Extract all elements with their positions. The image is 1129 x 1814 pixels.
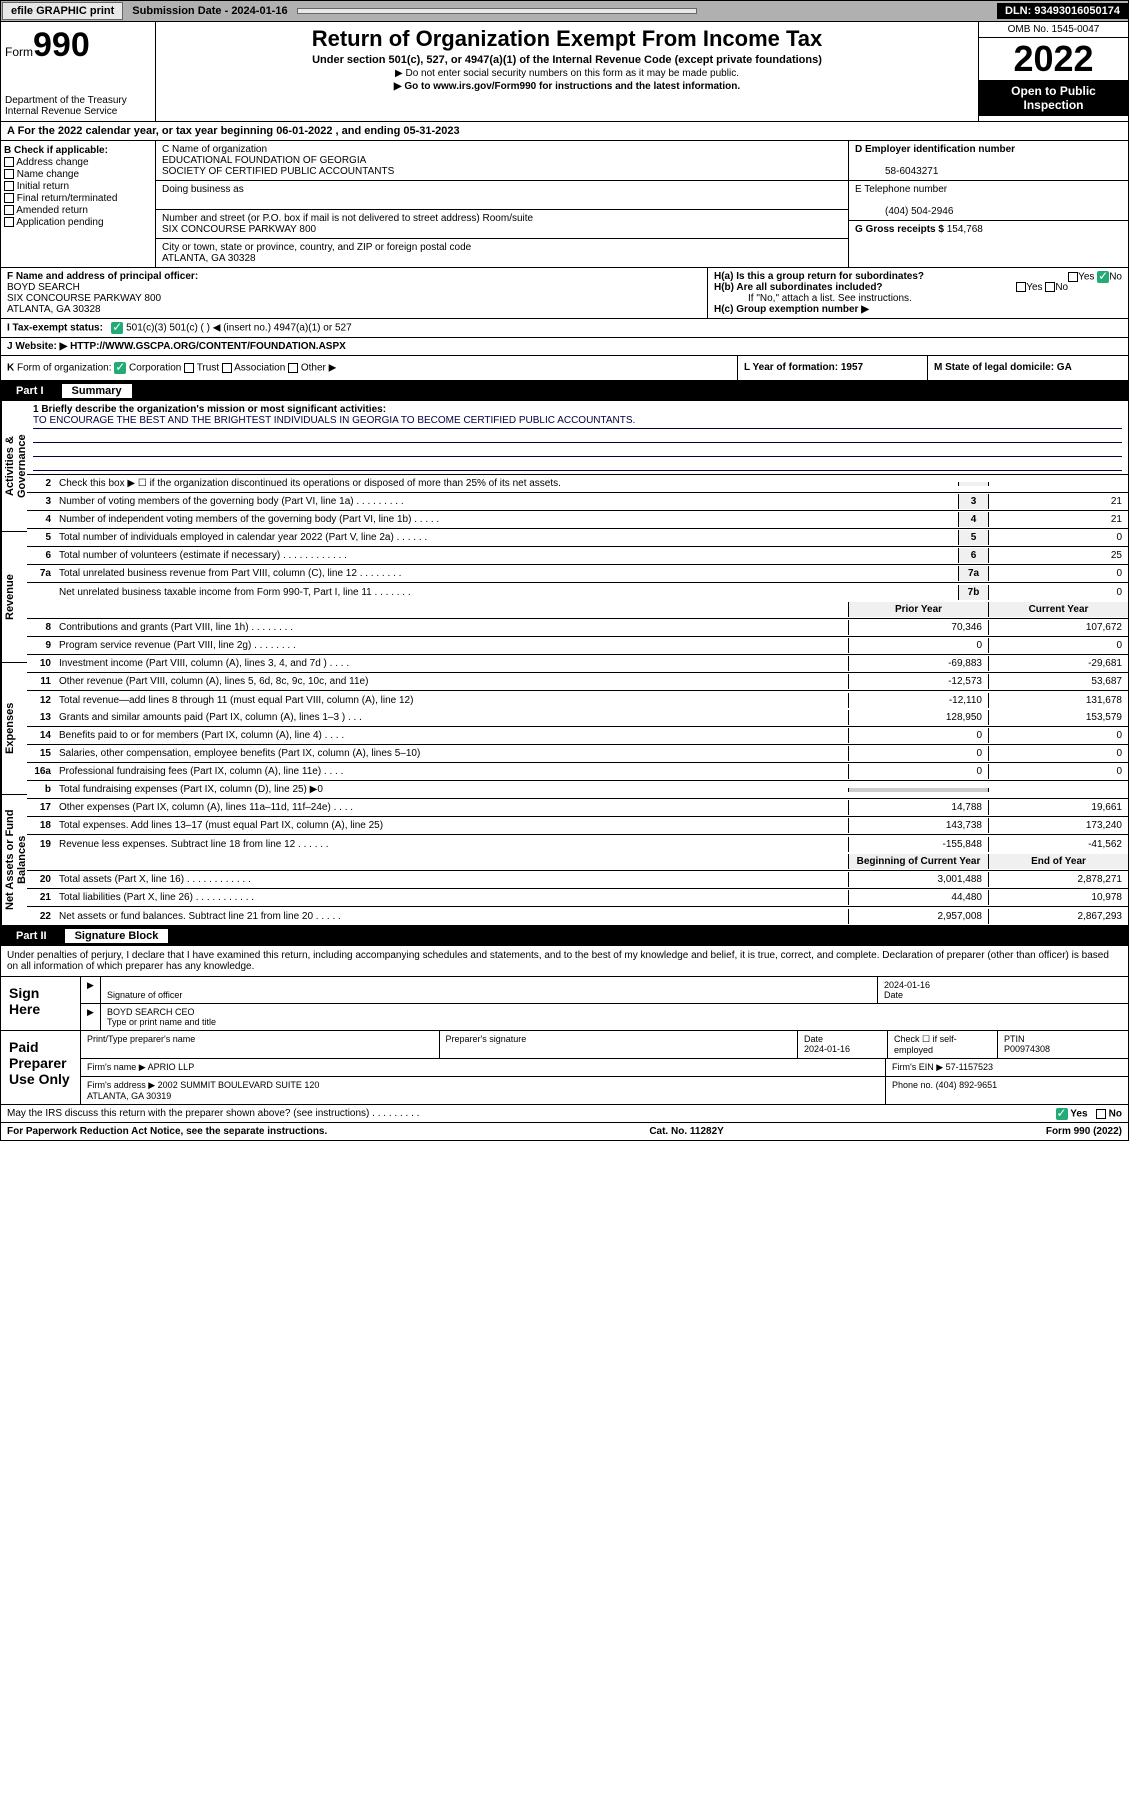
summary-row: 11Other revenue (Part VIII, column (A), … xyxy=(27,673,1128,691)
col-b: B Check if applicable: Address change Na… xyxy=(1,141,156,267)
part2-header: Part IISignature Block xyxy=(0,926,1129,946)
summary-row: 20Total assets (Part X, line 16) . . . .… xyxy=(27,871,1128,889)
col-h: H(a) Is this a group return for subordin… xyxy=(708,268,1128,318)
summary-row: 13Grants and similar amounts paid (Part … xyxy=(27,709,1128,727)
summary-row: 2Check this box ▶ ☐ if the organization … xyxy=(27,475,1128,493)
submission-date: Submission Date - 2024-01-16 xyxy=(124,3,295,19)
col-d: D Employer identification number58-60432… xyxy=(848,141,1128,267)
summary-table: Net Assets or Fund Balances Expenses Rev… xyxy=(0,401,1129,926)
top-bar: efile GRAPHIC print Submission Date - 20… xyxy=(0,0,1129,22)
col-c: C Name of organizationEDUCATIONAL FOUNDA… xyxy=(156,141,848,267)
paid-preparer-block: Paid Preparer Use Only Print/Type prepar… xyxy=(0,1031,1129,1105)
summary-row: 7aTotal unrelated business revenue from … xyxy=(27,565,1128,583)
summary-row: Net unrelated business taxable income fr… xyxy=(27,583,1128,601)
sidebar-labels: Net Assets or Fund Balances Expenses Rev… xyxy=(1,401,27,925)
footer-right: Form 990 (2022) xyxy=(1046,1126,1122,1137)
discuss-row: May the IRS discuss this return with the… xyxy=(0,1105,1129,1123)
summary-row: 15Salaries, other compensation, employee… xyxy=(27,745,1128,763)
sign-here-label: Sign Here xyxy=(1,977,81,1030)
penalty-text: Under penalties of perjury, I declare th… xyxy=(0,946,1129,977)
revenue-header: Prior YearCurrent Year xyxy=(27,601,1128,619)
mission: 1 Briefly describe the organization's mi… xyxy=(27,401,1128,475)
summary-row: 12Total revenue—add lines 8 through 11 (… xyxy=(27,691,1128,709)
col-m: M State of legal domicile: GA xyxy=(928,356,1128,380)
dln: DLN: 93493016050174 xyxy=(997,3,1128,19)
efile-button[interactable]: efile GRAPHIC print xyxy=(2,2,123,20)
section-klm: K Form of organization: Corporation Trus… xyxy=(0,356,1129,381)
col-f: F Name and address of principal officer:… xyxy=(1,268,708,318)
tax-year: 2022 xyxy=(979,38,1128,80)
form-title: Return of Organization Exempt From Incom… xyxy=(164,26,970,52)
blank-bar xyxy=(297,8,697,14)
summary-row: 14Benefits paid to or for members (Part … xyxy=(27,727,1128,745)
part1-header: Part ISummary xyxy=(0,381,1129,401)
summary-row: 8Contributions and grants (Part VIII, li… xyxy=(27,619,1128,637)
summary-row: 5Total number of individuals employed in… xyxy=(27,529,1128,547)
footer-left: For Paperwork Reduction Act Notice, see … xyxy=(7,1126,327,1137)
col-k: K Form of organization: Corporation Trus… xyxy=(1,356,738,380)
summary-row: 10Investment income (Part VIII, column (… xyxy=(27,655,1128,673)
summary-row: 19Revenue less expenses. Subtract line 1… xyxy=(27,835,1128,853)
subtitle-1: Under section 501(c), 527, or 4947(a)(1)… xyxy=(164,54,970,66)
summary-row: 22Net assets or fund balances. Subtract … xyxy=(27,907,1128,925)
section-fh: F Name and address of principal officer:… xyxy=(0,268,1129,319)
summary-row: 4Number of independent voting members of… xyxy=(27,511,1128,529)
sign-here-block: Sign Here ▶ Signature of officer 2024-01… xyxy=(0,977,1129,1031)
dept-treasury: Department of the Treasury Internal Reve… xyxy=(5,95,151,117)
line-j: J Website: ▶ HTTP://WWW.GSCPA.ORG/CONTEN… xyxy=(0,338,1129,356)
form-number: Form990 xyxy=(5,26,151,65)
page-footer: For Paperwork Reduction Act Notice, see … xyxy=(0,1123,1129,1141)
summary-row: 16aProfessional fundraising fees (Part I… xyxy=(27,763,1128,781)
summary-row: 18Total expenses. Add lines 13–17 (must … xyxy=(27,817,1128,835)
footer-mid: Cat. No. 11282Y xyxy=(327,1126,1046,1137)
paid-preparer-label: Paid Preparer Use Only xyxy=(1,1031,81,1104)
subtitle-3: ▶ Go to www.irs.gov/Form990 for instruct… xyxy=(164,81,970,92)
summary-row: bTotal fundraising expenses (Part IX, co… xyxy=(27,781,1128,799)
line-i: I Tax-exempt status: 501(c)(3) 501(c) ( … xyxy=(0,319,1129,338)
form-header: Form990 Department of the Treasury Inter… xyxy=(0,22,1129,122)
net-header: Beginning of Current YearEnd of Year xyxy=(27,853,1128,871)
summary-row: 21Total liabilities (Part X, line 26) . … xyxy=(27,889,1128,907)
summary-row: 17Other expenses (Part IX, column (A), l… xyxy=(27,799,1128,817)
summary-row: 6Total number of volunteers (estimate if… xyxy=(27,547,1128,565)
tax-year-line: A For the 2022 calendar year, or tax yea… xyxy=(0,122,1129,141)
summary-row: 9Program service revenue (Part VIII, lin… xyxy=(27,637,1128,655)
col-l: L Year of formation: 1957 xyxy=(738,356,928,380)
subtitle-2: ▶ Do not enter social security numbers o… xyxy=(164,68,970,79)
section-bcd: B Check if applicable: Address change Na… xyxy=(0,141,1129,268)
summary-row: 3Number of voting members of the governi… xyxy=(27,493,1128,511)
open-public: Open to Public Inspection xyxy=(979,80,1128,116)
omb-number: OMB No. 1545-0047 xyxy=(979,22,1128,38)
